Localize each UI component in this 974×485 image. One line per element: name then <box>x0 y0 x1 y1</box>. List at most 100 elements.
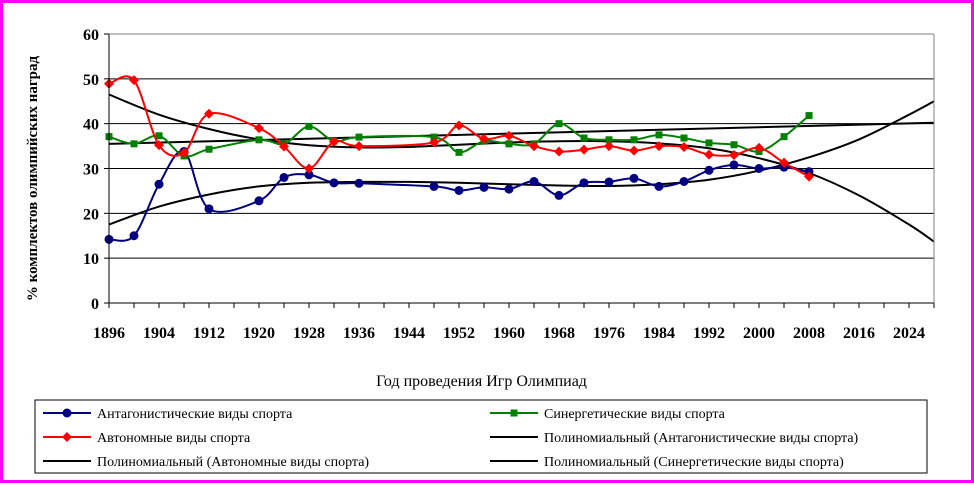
legend-label: Антагонистические виды спорта <box>97 407 293 422</box>
x-tick-label: 1936 <box>343 325 375 342</box>
data-point <box>554 146 564 157</box>
y-tick-label: 50 <box>83 72 99 89</box>
x-axis-label: Год проведения Игр Олимпиад <box>376 373 587 390</box>
data-point <box>429 181 439 191</box>
legend-box <box>34 399 928 474</box>
data-point <box>254 123 264 134</box>
data-point <box>529 141 539 152</box>
data-point <box>654 141 664 152</box>
x-tick-label: 1984 <box>643 325 675 342</box>
data-point <box>630 136 638 144</box>
data-point <box>179 147 189 158</box>
data-point <box>654 181 664 191</box>
data-point <box>780 133 788 141</box>
data-point <box>579 178 589 188</box>
data-point <box>655 131 663 139</box>
x-tick-labels: 1896 1904 1912 1920 1928 1936 1944 1952 1960 1968… <box>93 325 925 342</box>
data-point <box>454 185 464 195</box>
data-point <box>429 137 439 148</box>
y-tick-labels: 0 10 20 30 40 50 60 <box>83 27 99 313</box>
x-tick-label: 1912 <box>193 325 225 342</box>
legend-label: Полиномиальный (Автономные виды спорта) <box>97 455 369 470</box>
data-point <box>754 142 764 153</box>
data-point <box>779 157 789 168</box>
data-point <box>554 190 564 200</box>
x-tick-label: 2016 <box>843 325 875 342</box>
data-point <box>255 136 263 144</box>
y-tick-label: 30 <box>83 162 99 179</box>
x-tick-label: 2000 <box>743 325 775 342</box>
data-point <box>604 177 614 187</box>
data-point <box>155 132 163 140</box>
x-tick-label: 2008 <box>793 325 825 342</box>
x-tick-label: 1960 <box>493 325 525 342</box>
y-tick-label: 60 <box>83 27 99 44</box>
x-tick-label: 1968 <box>543 325 575 342</box>
data-point <box>704 165 714 175</box>
y-tick-label: 0 <box>91 296 99 313</box>
data-point <box>804 171 814 182</box>
data-point <box>479 133 489 144</box>
legend-label: Автономные виды спорта <box>97 431 251 446</box>
data-point <box>154 179 164 189</box>
data-point <box>680 134 688 142</box>
x-tick-label: 1952 <box>443 325 475 342</box>
data-point <box>505 140 513 148</box>
legend: Антагонистические виды спорта Синергетиче… <box>34 399 928 474</box>
data-point <box>130 140 138 148</box>
y-axis-label: % комплектов олимпийских наград <box>25 55 41 301</box>
data-point <box>679 141 689 152</box>
y-tick-label: 40 <box>83 117 99 134</box>
data-point <box>129 231 139 241</box>
chart-svg: 0 10 20 30 40 50 60 1896 1904 1912 1920 1928 1936 19… <box>25 27 935 474</box>
data-point <box>504 184 514 194</box>
data-point <box>604 141 614 152</box>
data-point <box>205 145 213 153</box>
data-point <box>805 112 813 120</box>
x-tick-label: 1976 <box>593 325 625 342</box>
legend-marker <box>62 408 72 418</box>
data-point <box>305 122 313 130</box>
data-point <box>455 148 463 156</box>
series-lines <box>104 75 814 244</box>
data-point <box>430 133 438 141</box>
legend-marker <box>510 409 518 417</box>
data-point <box>529 177 539 187</box>
data-point <box>504 130 514 141</box>
x-tick-label: 1992 <box>693 325 725 342</box>
x-tick-label: 1896 <box>93 325 125 342</box>
data-point <box>279 141 289 152</box>
legend-label: Синергетические виды спорта <box>544 407 726 422</box>
data-point <box>580 134 588 142</box>
data-point <box>129 75 139 86</box>
data-point <box>204 108 214 119</box>
data-point <box>454 120 464 131</box>
data-point <box>754 164 764 173</box>
data-point <box>204 204 214 214</box>
data-point <box>304 163 314 174</box>
data-point <box>254 196 264 206</box>
data-point <box>555 120 563 128</box>
data-point <box>154 140 164 151</box>
data-point <box>629 145 639 156</box>
data-point <box>354 178 364 188</box>
data-point <box>679 177 689 187</box>
axes <box>104 33 935 308</box>
data-point <box>729 150 739 161</box>
legend-label: Полиномиальный (Антагонистические виды с… <box>544 431 859 446</box>
data-point <box>355 133 363 141</box>
data-point <box>329 136 339 147</box>
data-point <box>579 144 589 155</box>
data-point <box>629 173 639 183</box>
x-tick-label: 1920 <box>243 325 275 342</box>
data-point <box>605 136 613 144</box>
legend-marker <box>62 432 72 442</box>
data-point <box>704 149 714 160</box>
x-tick-label: 2024 <box>893 325 925 342</box>
legend-label: Полиномиальный (Синергетические виды спо… <box>544 455 844 470</box>
x-tick-label: 1928 <box>293 325 325 342</box>
data-point <box>705 139 713 147</box>
x-tick-label: 1944 <box>393 325 425 342</box>
data-point <box>279 172 289 182</box>
